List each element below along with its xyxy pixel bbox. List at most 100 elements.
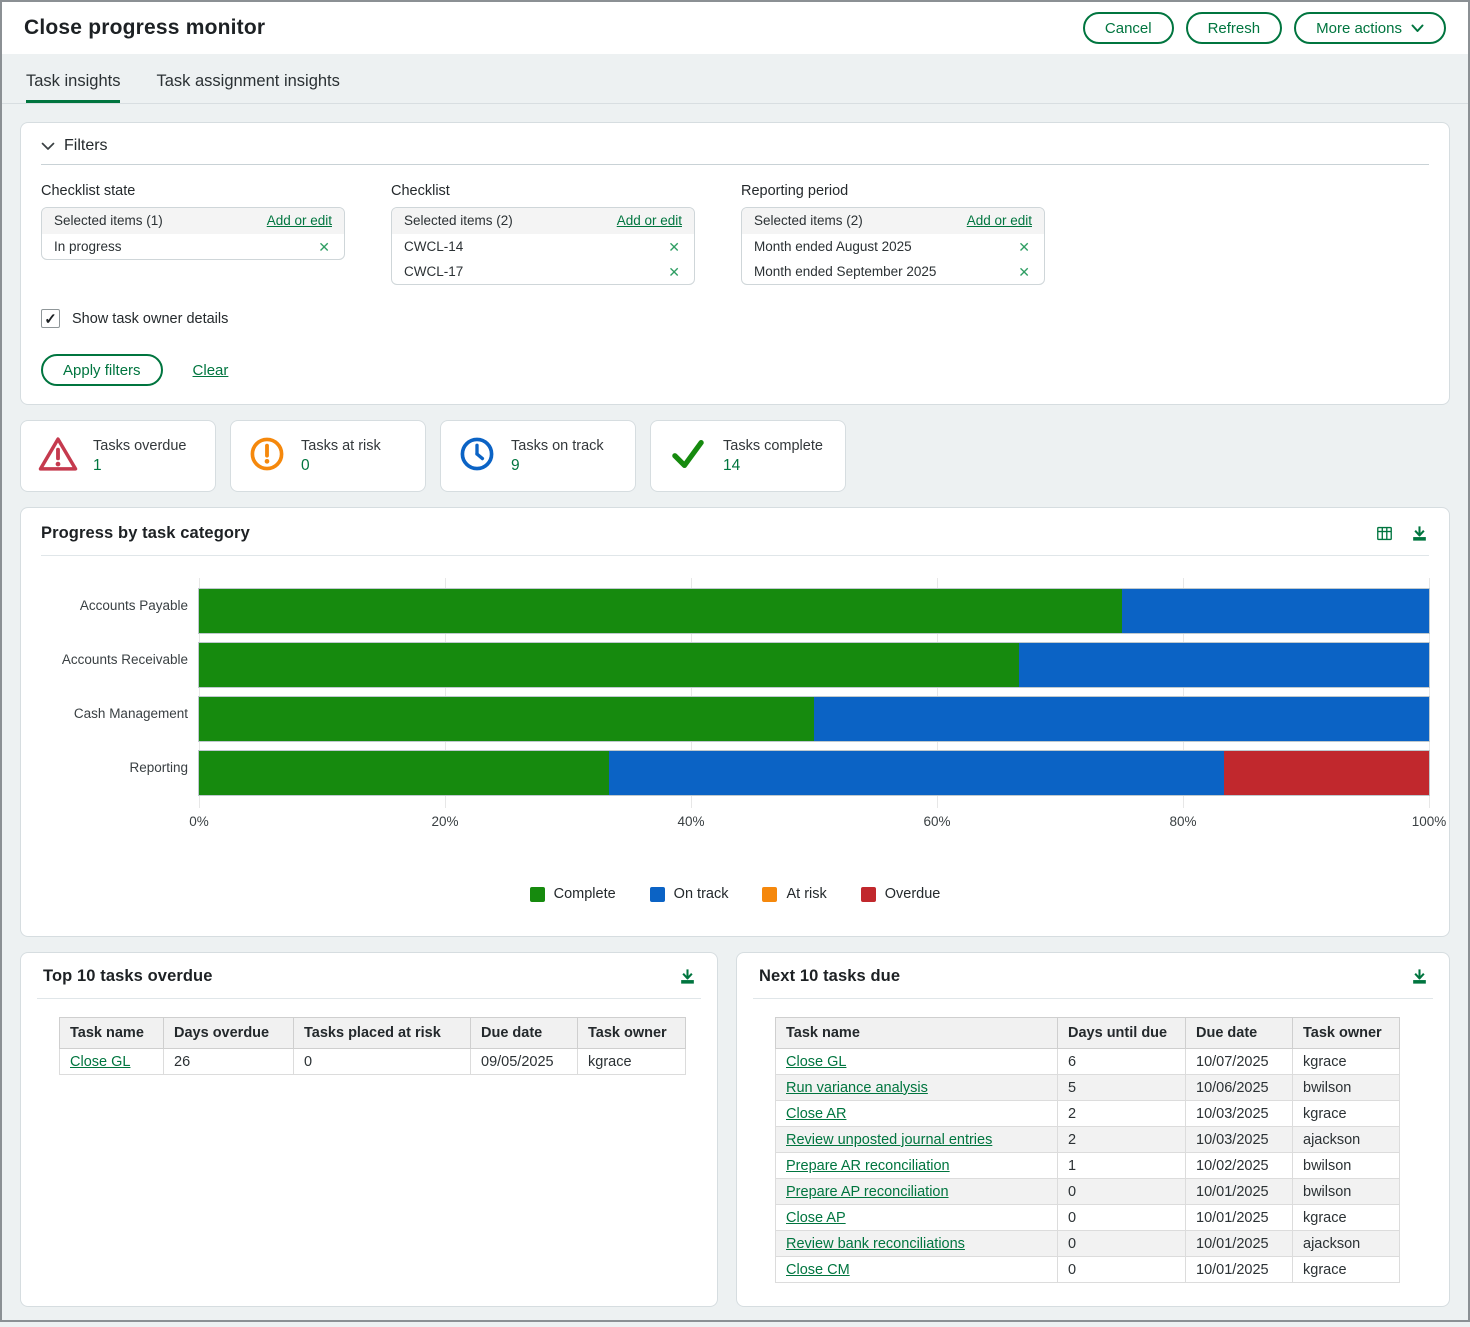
overdue-table: Task name Days overdue Tasks placed at ris…: [59, 1017, 686, 1075]
task-link[interactable]: Close GL: [786, 1053, 847, 1070]
stat-label: Tasks at risk: [301, 437, 381, 454]
selected-items-count: Selected items (2): [404, 213, 513, 228]
stacked-bar-cash-management: [199, 697, 1429, 741]
table-cell: 09/05/2025: [470, 1048, 578, 1075]
filter-item-label: Month ended September 2025: [754, 264, 937, 279]
download-icon[interactable]: [678, 967, 697, 986]
table-cell: 1: [1057, 1152, 1186, 1179]
table-row: Review bank reconciliations 0 10/01/2025 aj…: [775, 1230, 1400, 1257]
filter-selected-item: Month ended August 2025 ✕: [742, 234, 1044, 259]
bar-segment-on-track: [1019, 643, 1429, 687]
more-actions-button[interactable]: More actions: [1294, 12, 1446, 44]
overdue-table-title: Top 10 tasks overdue: [43, 967, 213, 985]
task-name-cell: Prepare AR reconciliation: [775, 1152, 1058, 1179]
stat-value: 1: [93, 456, 102, 474]
download-icon[interactable]: [1410, 524, 1429, 543]
add-or-edit-link[interactable]: Add or edit: [616, 213, 682, 228]
filter-selected-item: CWCL-14 ✕: [392, 234, 694, 259]
task-link[interactable]: Run variance analysis: [786, 1079, 928, 1096]
filter-box-header: Selected items (2) Add or edit: [742, 208, 1044, 234]
x-axis-tick: 60%: [923, 814, 951, 829]
filter-box-header: Selected items (1) Add or edit: [42, 208, 344, 234]
chart-divider: [41, 555, 1429, 556]
table-cell: 10/01/2025: [1185, 1230, 1293, 1257]
remove-item-icon[interactable]: ✕: [1018, 263, 1030, 280]
filter-item-label: CWCL-17: [404, 264, 464, 279]
bar-segment-on-track: [1121, 589, 1429, 633]
remove-item-icon[interactable]: ✕: [1018, 238, 1030, 255]
page-title: Close progress monitor: [24, 16, 266, 39]
filter-item-label: CWCL-14: [404, 239, 464, 254]
legend-label: Complete: [553, 886, 616, 902]
column-header-task-name: Task name: [775, 1017, 1058, 1049]
table-view-icon[interactable]: [1375, 524, 1394, 543]
stat-text: Tasks complete 14: [723, 438, 823, 475]
task-link[interactable]: Close CM: [786, 1261, 850, 1278]
show-task-owner-checkbox[interactable]: ✓ Show task owner details: [41, 309, 228, 328]
progress-chart: Accounts Payable Accounts Receivable Cash …: [41, 578, 1446, 902]
chart-bar-row: [199, 746, 1429, 800]
table-row: Close GL 26 0 09/05/2025 kgrace: [59, 1048, 686, 1075]
filter-groups: Checklist state Selected items (1) Add or …: [41, 183, 1429, 285]
task-link[interactable]: Close AR: [786, 1105, 847, 1122]
apply-filters-button[interactable]: Apply filters: [41, 354, 163, 386]
task-name-cell: Close GL: [59, 1048, 164, 1075]
chart-gridline: [937, 578, 938, 808]
refresh-button[interactable]: Refresh: [1185, 12, 1283, 44]
task-link[interactable]: Prepare AP reconciliation: [786, 1183, 949, 1200]
task-name-cell: Close AR: [775, 1100, 1058, 1127]
remove-item-icon[interactable]: ✕: [318, 238, 330, 255]
table-cell: 10/06/2025: [1185, 1074, 1293, 1101]
chart-panel-header: Progress by task category: [41, 524, 1429, 543]
overdue-divider: [37, 998, 701, 999]
filter-selected-item: In progress ✕: [42, 234, 344, 259]
task-name-cell: Close CM: [775, 1256, 1058, 1283]
chart-gridline: [691, 578, 692, 808]
tab-task-assignment-insights[interactable]: Task assignment insights: [156, 72, 340, 90]
tab-task-insights[interactable]: Task insights: [26, 72, 121, 103]
remove-item-icon[interactable]: ✕: [668, 263, 680, 280]
bar-segment-on-track: [814, 697, 1429, 741]
filter-selection-box: Selected items (2) Add or edit CWCL-14 ✕ CWC…: [391, 207, 695, 285]
add-or-edit-link[interactable]: Add or edit: [266, 213, 332, 228]
x-axis-tick: 100%: [1411, 814, 1447, 829]
stat-card-tasks-overdue[interactable]: Tasks overdue 1: [20, 420, 216, 492]
stat-card-tasks-complete[interactable]: Tasks complete 14: [650, 420, 846, 492]
task-link[interactable]: Close AP: [786, 1209, 846, 1226]
table-row: Close AP 0 10/01/2025 kgrace: [775, 1204, 1400, 1231]
filters-panel: Filters Checklist state Selected items (1…: [20, 122, 1450, 405]
add-or-edit-link[interactable]: Add or edit: [966, 213, 1032, 228]
stat-text: Tasks on track 9: [511, 438, 604, 475]
table-cell: 0: [1057, 1230, 1186, 1257]
legend-swatch: [529, 886, 545, 902]
stat-card-tasks-on-track[interactable]: Tasks on track 9: [440, 420, 636, 492]
table-header-row: Task name Days overdue Tasks placed at ris…: [59, 1017, 686, 1049]
page-header: Close progress monitor Cancel Refresh Mo…: [2, 2, 1468, 54]
clear-filters-link[interactable]: Clear: [192, 361, 229, 379]
table-row: Close CM 0 10/01/2025 kgrace: [775, 1256, 1400, 1283]
legend-swatch: [860, 886, 876, 902]
filter-selection-box: Selected items (1) Add or edit In progress…: [41, 207, 345, 260]
remove-item-icon[interactable]: ✕: [668, 238, 680, 255]
task-name-cell: Run variance analysis: [775, 1074, 1058, 1101]
main-content: Filters Checklist state Selected items (1…: [2, 104, 1468, 1327]
filters-toggle[interactable]: Filters: [41, 137, 1429, 155]
task-name-cell: Review bank reconciliations: [775, 1230, 1058, 1257]
more-actions-label: More actions: [1316, 19, 1402, 37]
task-link[interactable]: Prepare AR reconciliation: [786, 1157, 950, 1174]
table-cell: bwilson: [1292, 1152, 1400, 1179]
chart-legend: Complete On track At risk Overdue: [41, 886, 1429, 902]
chart-category-label: Cash Management: [73, 706, 188, 721]
task-link[interactable]: Review unposted journal entries: [786, 1131, 993, 1148]
task-name-cell: Prepare AP reconciliation: [775, 1178, 1058, 1205]
filter-group-reporting-period: Reporting period Selected items (2) Add or…: [741, 183, 1045, 285]
task-link[interactable]: Close GL: [70, 1053, 131, 1070]
cancel-button[interactable]: Cancel: [1082, 12, 1174, 44]
table-cell: kgrace: [577, 1048, 686, 1075]
overdue-panel-header: Top 10 tasks overdue: [37, 967, 701, 986]
legend-item-at-risk: At risk: [762, 886, 827, 902]
download-icon[interactable]: [1410, 967, 1429, 986]
stat-card-tasks-at-risk[interactable]: Tasks at risk 0: [230, 420, 426, 492]
task-link[interactable]: Review bank reconciliations: [786, 1235, 965, 1252]
table-cell: kgrace: [1292, 1048, 1400, 1075]
